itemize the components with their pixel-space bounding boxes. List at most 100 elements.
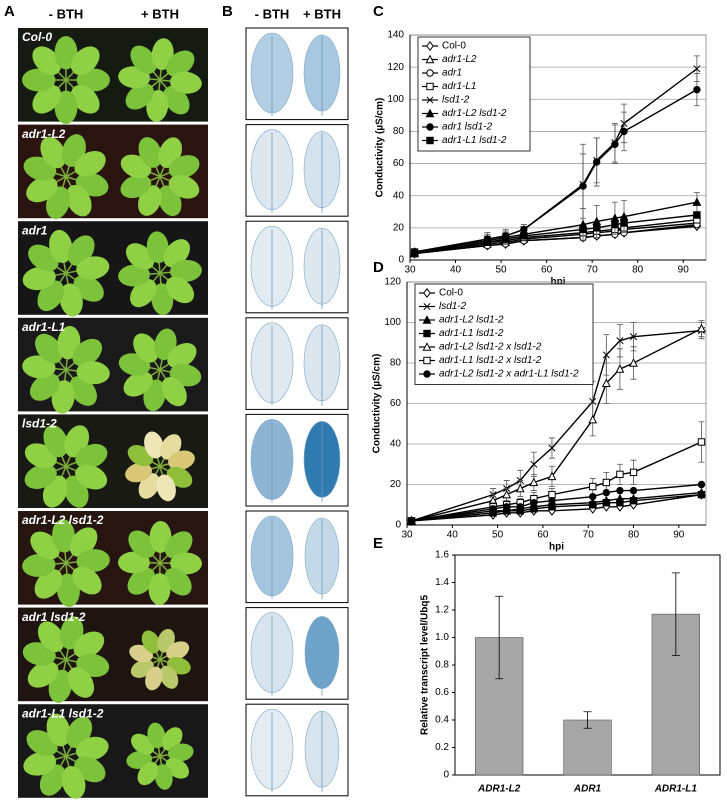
- marker: [520, 232, 528, 240]
- leaf: [70, 84, 100, 114]
- leaf: [54, 36, 78, 70]
- leaf: [133, 333, 159, 363]
- legend-label: Col-0: [439, 288, 463, 299]
- leaf: [75, 736, 109, 761]
- y-tick-label: 60: [390, 398, 402, 409]
- y-tick-label: 0.2: [435, 742, 449, 753]
- marker: [602, 351, 610, 359]
- panel-label: D: [373, 259, 384, 276]
- legend-label: adr1-L2 lsd1-2 x adr1-L1 lsd1-2: [439, 369, 579, 380]
- leaf: [146, 231, 169, 264]
- column-header: + BTH: [141, 6, 179, 21]
- leaf: [168, 155, 200, 179]
- x-tick-label: 50: [496, 265, 508, 276]
- error-bar: [495, 595, 504, 680]
- leaf: [29, 373, 60, 401]
- marker: [611, 140, 619, 148]
- marker: [602, 499, 611, 507]
- marker: [693, 211, 701, 219]
- leaf: [22, 553, 56, 577]
- y-tick-label: 80: [393, 126, 405, 137]
- leaf: [128, 530, 156, 559]
- leaf: [164, 567, 192, 596]
- leaf: [73, 631, 105, 658]
- leaf: [137, 761, 159, 786]
- x-tick-label: 40: [447, 530, 459, 541]
- leaf: [167, 743, 194, 762]
- marker: [593, 224, 601, 232]
- x-tick-label: 30: [404, 265, 416, 276]
- x-tick-label: 60: [541, 265, 553, 276]
- y-tick-label: 1.2: [435, 605, 449, 616]
- legend-label: adr1 lsd1-2: [442, 122, 492, 133]
- marker: [629, 333, 638, 341]
- legend-marker: [422, 315, 432, 324]
- leaf: [118, 264, 150, 287]
- marker: [529, 477, 539, 487]
- x-tick-label: 80: [632, 265, 644, 276]
- x-tick-label: 50: [492, 530, 504, 541]
- leaf: [154, 764, 173, 790]
- genotype-label: adr1-L1: [22, 320, 66, 334]
- marker: [629, 497, 638, 505]
- leaf: [76, 256, 110, 280]
- leaf: [130, 45, 157, 74]
- legend-marker: [423, 356, 431, 365]
- marker: [410, 249, 419, 258]
- y-tick-label: 100: [384, 317, 401, 328]
- x-tick-label: ADR1-L1: [654, 784, 698, 795]
- legend-marker: [426, 96, 434, 104]
- y-tick-label: 0: [443, 770, 449, 781]
- marker: [616, 470, 624, 479]
- marker: [579, 182, 587, 190]
- marker: [616, 486, 624, 495]
- leaf: [43, 425, 69, 458]
- y-tick-label: 60: [393, 158, 405, 169]
- marker: [501, 235, 510, 243]
- x-tick-label: 90: [673, 530, 685, 541]
- leaf: [35, 333, 63, 364]
- leaf: [120, 174, 152, 199]
- x-axis-label: hpi: [549, 542, 564, 553]
- leaf: [148, 573, 171, 605]
- leaf: [74, 151, 106, 177]
- leaf: [147, 722, 166, 749]
- x-tick-label: 60: [537, 530, 549, 541]
- leaf: [59, 283, 83, 317]
- x-tick-label: 40: [450, 265, 462, 276]
- y-tick-label: 120: [387, 62, 404, 73]
- y-tick-label: 80: [390, 358, 402, 369]
- legend-label: adr1-L1: [442, 81, 476, 92]
- leaf: [54, 90, 78, 124]
- leaf: [159, 665, 179, 689]
- leaf: [75, 464, 108, 490]
- marker: [520, 225, 528, 234]
- x-tick-label: ADR1: [573, 784, 602, 795]
- legend-box: [414, 283, 594, 385]
- leaf: [164, 531, 193, 559]
- error-bar: [583, 711, 592, 729]
- marker: [611, 220, 619, 229]
- panel-label: C: [373, 3, 384, 20]
- marker: [547, 471, 557, 481]
- leaf: [166, 641, 190, 660]
- marker: [697, 323, 706, 333]
- y-axis-label: Conductivity (µS/cm): [375, 98, 386, 198]
- marker: [530, 499, 538, 507]
- y-tick-label: 0.6: [435, 687, 449, 698]
- legend-marker: [423, 370, 431, 378]
- column-header: - BTH: [49, 6, 84, 21]
- marker: [629, 468, 638, 477]
- leaf: [23, 751, 57, 776]
- leaf: [138, 137, 163, 168]
- legend-marker: [423, 329, 431, 338]
- marker: [629, 358, 638, 367]
- legend-label: adr1: [442, 68, 462, 79]
- leaf: [166, 50, 195, 77]
- legend-marker: [426, 123, 434, 131]
- legend-marker: [426, 136, 434, 145]
- legend-marker: [422, 342, 432, 351]
- leaf: [67, 667, 95, 698]
- marker: [693, 65, 701, 73]
